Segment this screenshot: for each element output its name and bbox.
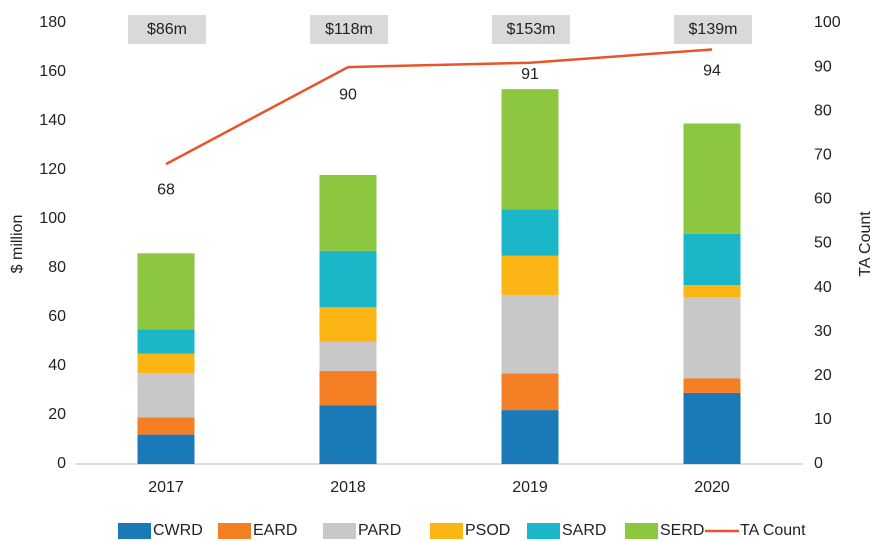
bar-segment (319, 341, 377, 371)
x-tick-label: 2017 (148, 479, 184, 496)
y2-tick-label: 50 (814, 235, 832, 252)
y2-axis-label: TA Count (857, 211, 874, 277)
total-label-box (492, 15, 570, 44)
legend-label: TA Count (740, 522, 806, 539)
y-tick-label: 120 (39, 161, 66, 178)
y-axis-label: $ million (9, 215, 26, 274)
y2-tick-label: 60 (814, 191, 832, 208)
x-tick-label: 2019 (512, 479, 548, 496)
y2-tick-label: 20 (814, 367, 832, 384)
legend-label: EARD (253, 522, 297, 539)
bar-segment (137, 353, 195, 374)
bar-segment (319, 250, 377, 308)
bar-segment (683, 233, 741, 286)
y-tick-label: 100 (39, 210, 66, 227)
y-tick-label: 160 (39, 63, 66, 80)
y2-tick-label: 80 (814, 102, 832, 119)
legend-swatch (430, 523, 463, 539)
bar-segment (137, 373, 195, 418)
legend-swatch (323, 523, 356, 539)
legend-swatch (527, 523, 560, 539)
bar-segment (137, 253, 195, 330)
legend-label: SERD (660, 522, 704, 539)
y-tick-label: 180 (39, 14, 66, 31)
bar-segment (319, 307, 377, 342)
total-label-box (128, 15, 206, 44)
bar-segment (501, 410, 559, 464)
bar-segment (137, 434, 195, 464)
bar-segment (683, 123, 741, 234)
total-label: $86m (147, 21, 187, 38)
total-label-box (674, 15, 752, 44)
line (165, 48, 713, 166)
y2-tick-label: 90 (814, 58, 832, 75)
x-tick-label: 2018 (330, 479, 366, 496)
line-value-label: 91 (521, 66, 539, 83)
bar-segment (319, 370, 377, 406)
y2-tick-label: 10 (814, 411, 832, 428)
legend-label: SARD (562, 522, 606, 539)
total-label-box (310, 15, 388, 44)
bar-segment (137, 329, 195, 354)
bar-segment (683, 392, 741, 464)
y-tick-label: 0 (57, 455, 66, 472)
y2-tick-label: 70 (814, 147, 832, 164)
bar-segment (501, 373, 559, 411)
y-tick-label: 60 (48, 308, 66, 325)
y2-tick-label: 30 (814, 323, 832, 340)
bar-segment (501, 209, 559, 256)
bar-segment (683, 285, 741, 298)
bar-segment (501, 255, 559, 295)
line-value-label: 90 (339, 86, 357, 103)
bar-segment (683, 297, 741, 379)
y2-tick-label: 100 (814, 14, 841, 31)
bar-segment (319, 405, 377, 464)
total-label: $153m (507, 21, 556, 38)
legend-label: CWRD (153, 522, 203, 539)
y-tick-label: 40 (48, 357, 66, 374)
y-tick-label: 20 (48, 406, 66, 423)
total-label: $139m (689, 21, 738, 38)
bar-segment (319, 174, 377, 251)
bar-segment (683, 378, 741, 393)
y2-tick-label: 40 (814, 279, 832, 296)
x-tick-label: 2020 (694, 479, 730, 496)
legend-swatch (118, 523, 151, 539)
bar-segment (501, 89, 559, 210)
line-value-label: 94 (703, 63, 721, 80)
y2-tick-label: 0 (814, 455, 823, 472)
legend-swatch (218, 523, 251, 539)
y-tick-label: 140 (39, 112, 66, 129)
legend-swatch (625, 523, 658, 539)
bar-segment (137, 417, 195, 435)
legend-label: PARD (358, 522, 401, 539)
y-tick-label: 80 (48, 259, 66, 276)
line-value-label: 68 (157, 181, 175, 198)
bar-segment (501, 294, 559, 374)
total-label: $118m (325, 21, 373, 38)
legend-label: PSOD (465, 522, 510, 539)
